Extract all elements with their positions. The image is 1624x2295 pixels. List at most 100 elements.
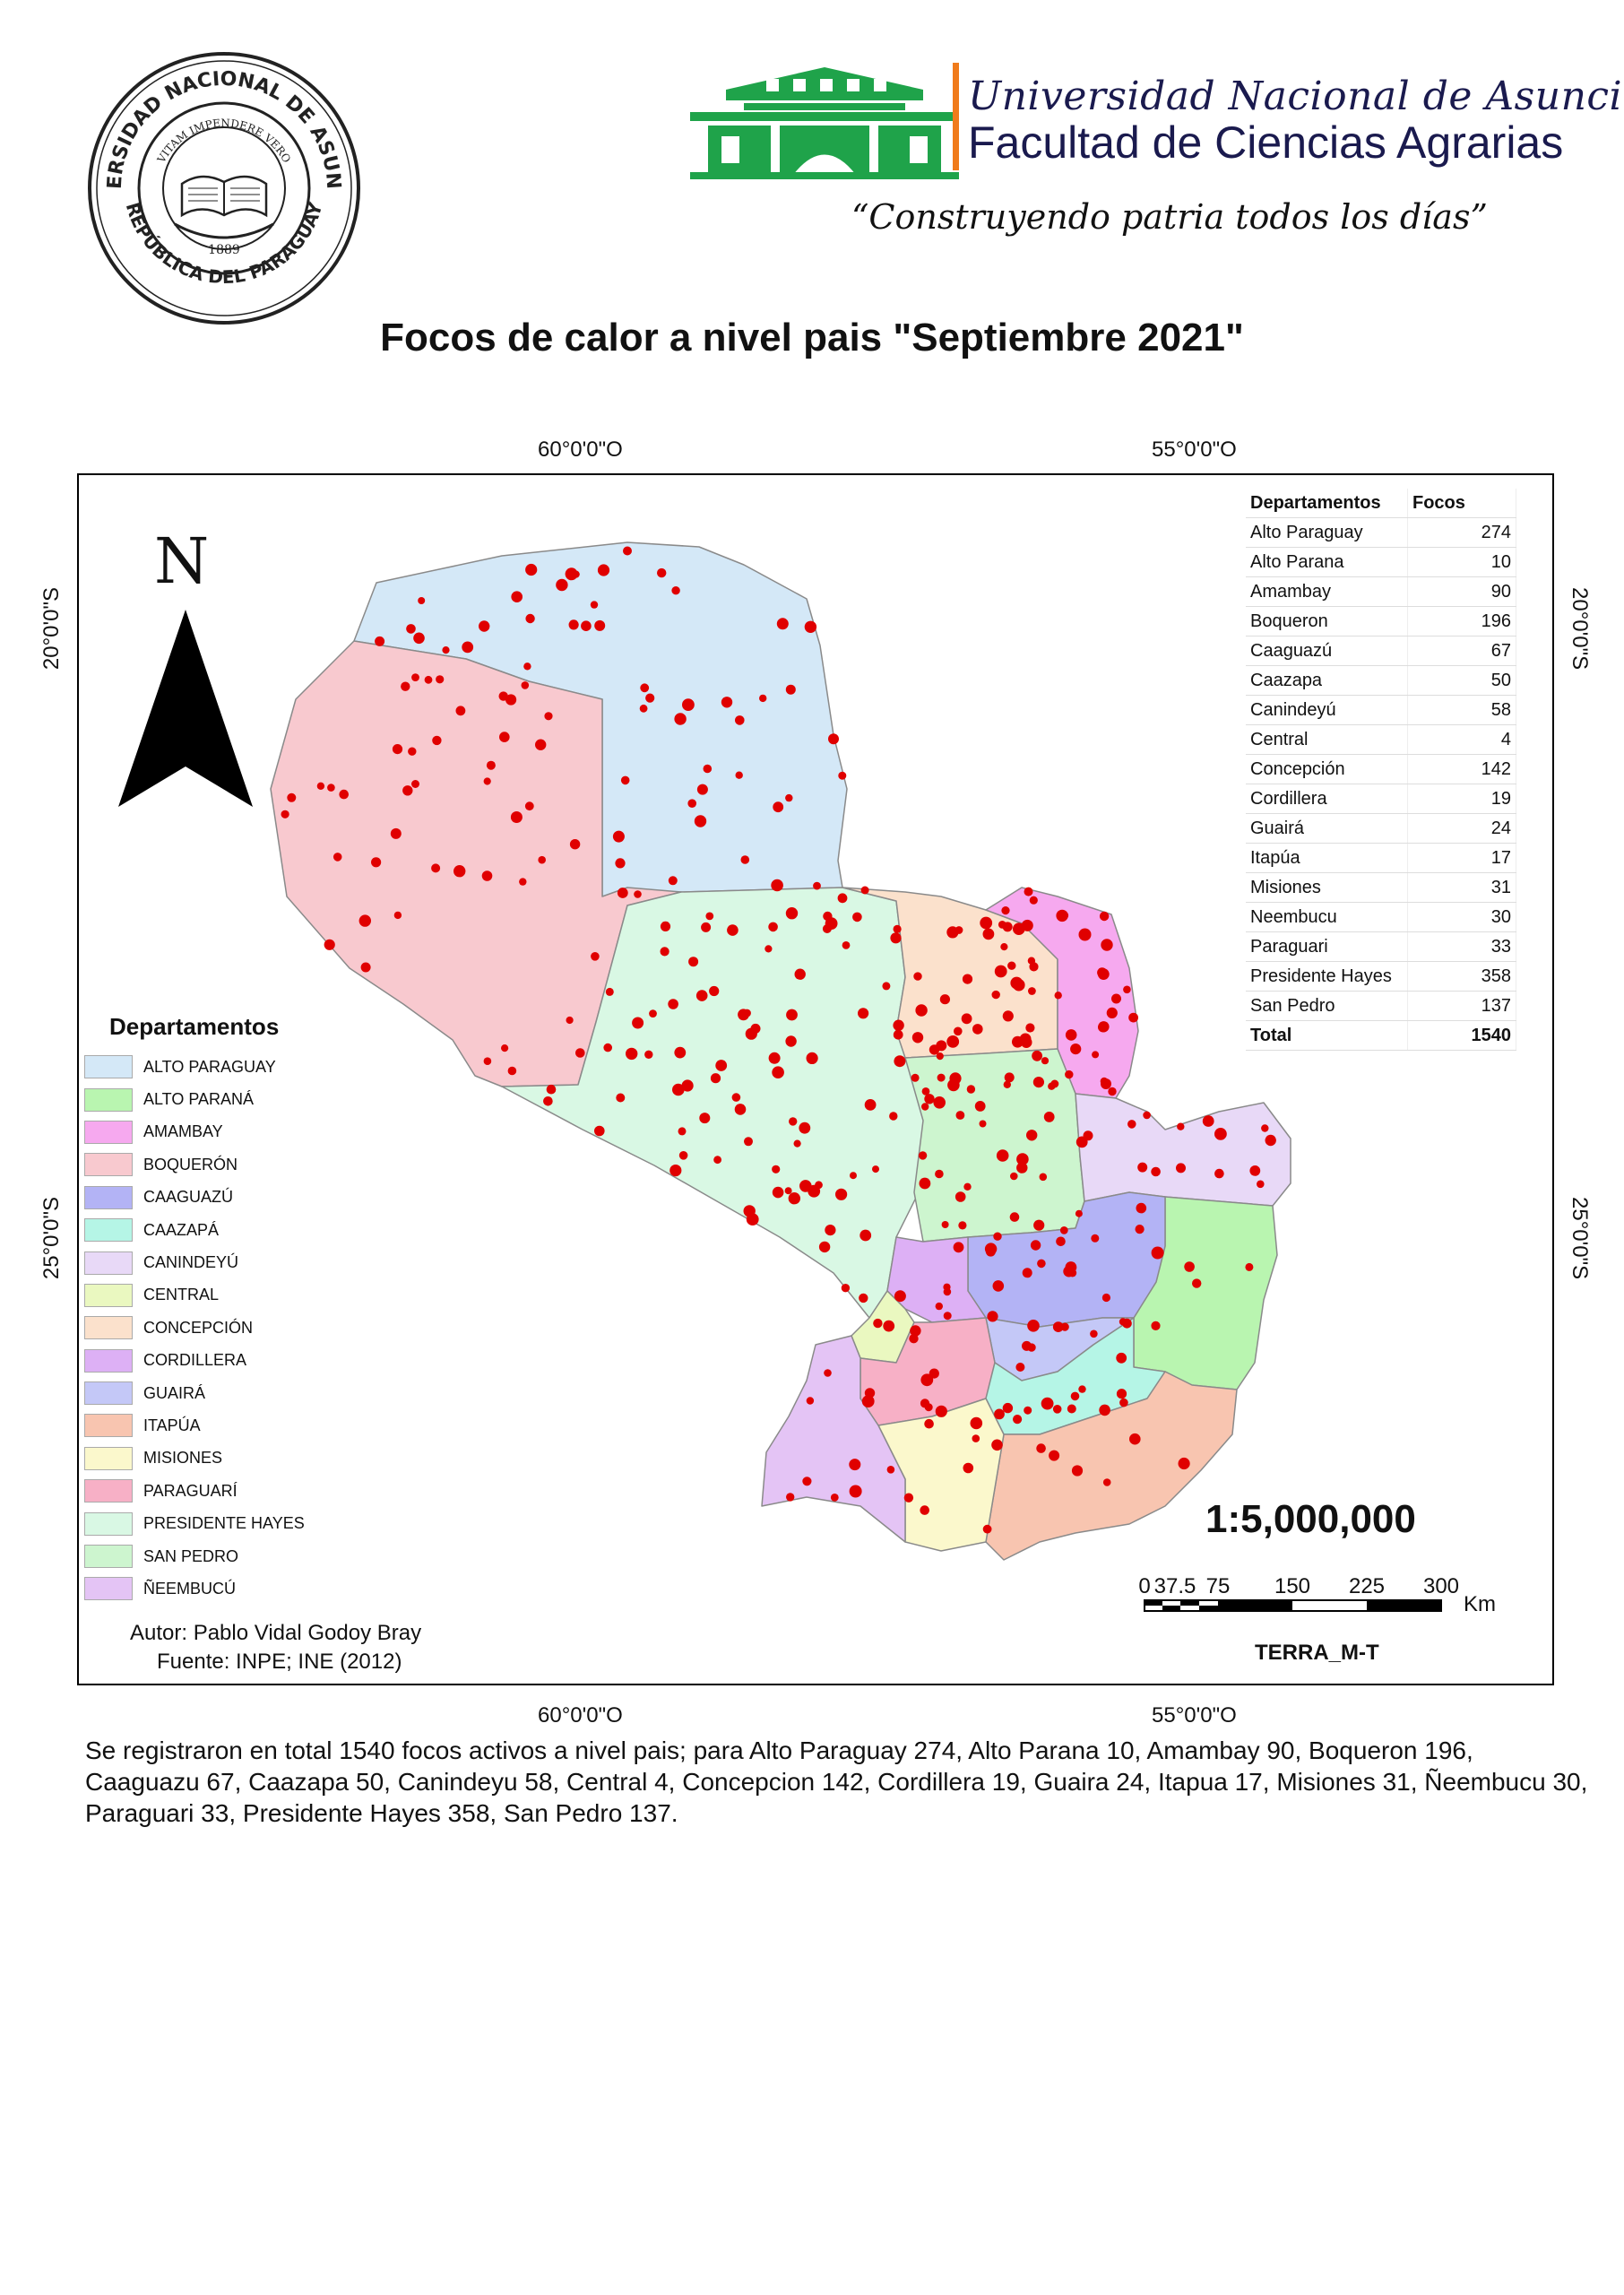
- fire-dot: [505, 694, 517, 706]
- table-row: Canindeyú 58: [1246, 695, 1516, 725]
- fire-dot: [501, 1044, 509, 1052]
- table-row: Caaguazú 67: [1246, 636, 1516, 666]
- fire-dot: [935, 1302, 944, 1311]
- legend-item: AMAMBAY: [84, 1116, 305, 1148]
- university-name: Universidad Nacional de Asunción: [968, 74, 1624, 119]
- fire-dot: [1029, 896, 1038, 905]
- legend-swatch: [84, 1348, 133, 1373]
- fire-dot: [890, 932, 902, 944]
- fire-dot: [623, 546, 632, 556]
- fire-dot: [672, 1083, 685, 1096]
- svg-text:1889: 1889: [208, 243, 240, 257]
- fire-dot: [1032, 1077, 1044, 1088]
- fire-dot: [327, 784, 335, 792]
- fire-dot: [849, 1459, 861, 1471]
- fire-dot: [1054, 992, 1062, 1000]
- legend-swatch: [84, 1087, 133, 1112]
- fire-dot: [924, 1403, 933, 1412]
- fire-dot: [872, 1165, 879, 1173]
- fire-dot: [481, 870, 493, 881]
- svg-text:VITAM IMPENDERE VERO: VITAM IMPENDERE VERO: [154, 117, 293, 166]
- fire-dot: [524, 801, 534, 811]
- fire-dot: [605, 987, 614, 996]
- table-cell-name: Neembucu: [1246, 902, 1408, 932]
- fire-dot: [970, 1416, 983, 1430]
- fire-dot: [640, 683, 650, 693]
- fire-dot: [1007, 961, 1016, 970]
- fire-dot: [1060, 911, 1069, 920]
- fire-dot: [1049, 1450, 1060, 1461]
- coord-left-lower: 25°0'0"S: [39, 1197, 64, 1280]
- university-seal-logo: UNIVERSIDAD NACIONAL DE ASUNCIÓN REPÚBLI…: [85, 49, 360, 325]
- legend-label: BOQUERÓN: [143, 1155, 238, 1173]
- fire-dot: [933, 1096, 946, 1109]
- fire-dot: [1028, 987, 1036, 995]
- fire-dot: [688, 957, 699, 967]
- fire-dot: [668, 999, 678, 1009]
- fire-dot: [682, 698, 695, 711]
- fire-dot: [411, 780, 419, 788]
- legend-label: CORDILLERA: [143, 1351, 247, 1370]
- fire-dot: [1091, 1234, 1100, 1243]
- motto: “Construyendo patria todos los días”: [851, 197, 1488, 237]
- fire-dot: [924, 1418, 934, 1429]
- summary-paragraph: Se registraron en total 1540 focos activ…: [85, 1736, 1588, 1827]
- fire-dot: [764, 945, 773, 953]
- fire-dot: [911, 1032, 924, 1044]
- coord-top-right: 55°0'0"O: [1152, 437, 1237, 462]
- table-cell-name: Cordillera: [1246, 784, 1408, 814]
- legend-swatch: [84, 1153, 133, 1177]
- fire-dot: [1022, 1268, 1032, 1278]
- legend-item: ITAPÚA: [84, 1409, 305, 1442]
- legend-item: CAAZAPÁ: [84, 1214, 305, 1246]
- fire-dot: [462, 641, 474, 654]
- legend-item: GUAIRÁ: [84, 1377, 305, 1409]
- fire-dot: [479, 620, 490, 632]
- table-row: Central 4: [1246, 724, 1516, 755]
- fire-dot: [1135, 1225, 1145, 1234]
- table-cell-value: 90: [1407, 576, 1516, 607]
- fire-dot: [1027, 1320, 1040, 1332]
- fire-dot: [406, 624, 416, 634]
- legend-swatch: [84, 1479, 133, 1503]
- fire-dot: [920, 1505, 929, 1515]
- table-cell-value: 274: [1407, 517, 1516, 548]
- legend-label: PARAGUARÍ: [143, 1481, 238, 1500]
- fire-dot: [745, 1027, 757, 1040]
- fire-dot: [442, 646, 450, 654]
- legend-item: CANINDEYÚ: [84, 1246, 305, 1278]
- fire-dot: [615, 858, 626, 869]
- fire-dot: [1002, 1402, 1014, 1414]
- fire-dot: [709, 985, 720, 997]
- fire-dot: [694, 815, 707, 827]
- fire-dot: [523, 663, 531, 671]
- fire-dot: [1261, 1124, 1269, 1132]
- legend-label: CAAGUAZÚ: [143, 1188, 234, 1207]
- legend-item: CAAGUAZÚ: [84, 1182, 305, 1214]
- legend-swatch: [84, 1251, 133, 1275]
- fire-dot: [830, 1494, 839, 1502]
- fire-dot: [860, 1229, 872, 1242]
- legend-label: GUAIRÁ: [143, 1383, 206, 1402]
- table-total-label: Total: [1246, 1020, 1408, 1051]
- table-total-value: 1540: [1407, 1020, 1516, 1051]
- legend-swatch: [84, 1545, 133, 1569]
- fire-dot: [943, 1287, 952, 1296]
- legend-item: MISIONES: [84, 1442, 305, 1475]
- fire-dot: [1024, 1406, 1032, 1415]
- fire-dot: [511, 591, 523, 602]
- table-cell-value: 142: [1407, 754, 1516, 784]
- fire-dot: [1137, 1162, 1148, 1173]
- fire-dot: [715, 1060, 728, 1071]
- fire-dot: [786, 1009, 798, 1021]
- fire-dot: [431, 863, 441, 873]
- map-frame: [77, 473, 1554, 1685]
- fire-dot: [669, 1165, 682, 1177]
- fire-dot: [883, 1320, 895, 1332]
- fire-dot: [565, 567, 578, 581]
- fire-dot: [1010, 1172, 1018, 1181]
- fire-dot: [972, 1434, 980, 1442]
- fire-dot: [674, 1046, 687, 1059]
- fire-dot: [961, 1013, 972, 1025]
- fire-dot: [740, 855, 750, 864]
